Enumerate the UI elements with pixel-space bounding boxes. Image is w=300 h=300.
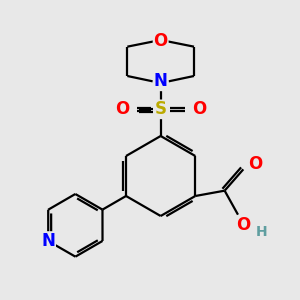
Text: O: O — [236, 216, 250, 234]
Text: O: O — [115, 100, 129, 118]
Text: O: O — [248, 155, 262, 173]
Text: S: S — [155, 100, 167, 118]
Text: O: O — [192, 100, 206, 118]
Text: N: N — [41, 232, 55, 250]
Text: N: N — [154, 72, 168, 90]
Text: H: H — [256, 225, 268, 239]
Text: O: O — [154, 32, 168, 50]
